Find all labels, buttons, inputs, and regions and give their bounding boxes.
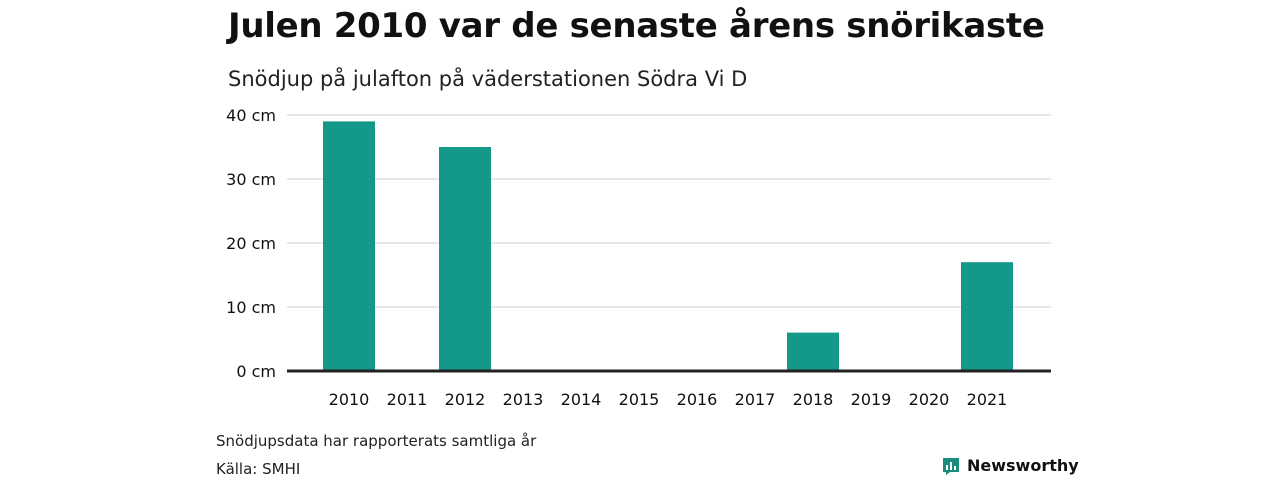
chart-footnote: Snödjupsdata har rapporterats samtliga å… (216, 432, 537, 450)
newsworthy-brand[interactable]: Newsworthy (942, 456, 1079, 475)
y-tick-label: 40 cm (226, 106, 276, 125)
x-tick-label: 2013 (503, 390, 544, 409)
bar-2018 (787, 332, 839, 371)
y-tick-label: 20 cm (226, 234, 276, 253)
bars (323, 121, 1013, 372)
x-tick-label: 2017 (735, 390, 776, 409)
x-tick-label: 2011 (387, 390, 428, 409)
x-tick-label: 2021 (967, 390, 1008, 409)
chart-source: Källa: SMHI (216, 460, 301, 478)
chart-title: Julen 2010 var de senaste årens snörikas… (228, 6, 1045, 46)
gridlines (287, 114, 1051, 308)
chart-subtitle: Snödjup på julafton på väderstationen Sö… (228, 67, 748, 91)
bar-2012 (439, 147, 491, 371)
newsworthy-logo-icon (943, 457, 959, 475)
x-tick-label: 2014 (561, 390, 602, 409)
newsworthy-brand-name: Newsworthy (967, 456, 1079, 475)
x-tick-label: 2010 (329, 390, 370, 409)
x-tick-label: 2012 (445, 390, 486, 409)
y-tick-label: 10 cm (226, 298, 276, 317)
bar-2010 (323, 121, 375, 372)
x-tick-label: 2018 (793, 390, 834, 409)
x-tick-label: 2015 (619, 390, 660, 409)
y-tick-label: 30 cm (226, 170, 276, 189)
bar-2021 (961, 262, 1013, 371)
y-tick-label: 0 cm (236, 362, 276, 381)
y-axis-tick-labels: 0 cm 10 cm 20 cm 30 cm 40 cm (226, 106, 276, 381)
x-axis-tick-labels: 2010 2011 2012 2013 2014 2015 2016 2017 2018 2019… (329, 390, 1008, 409)
x-tick-label: 2020 (909, 390, 950, 409)
x-tick-label: 2016 (677, 390, 718, 409)
x-tick-label: 2019 (851, 390, 892, 409)
